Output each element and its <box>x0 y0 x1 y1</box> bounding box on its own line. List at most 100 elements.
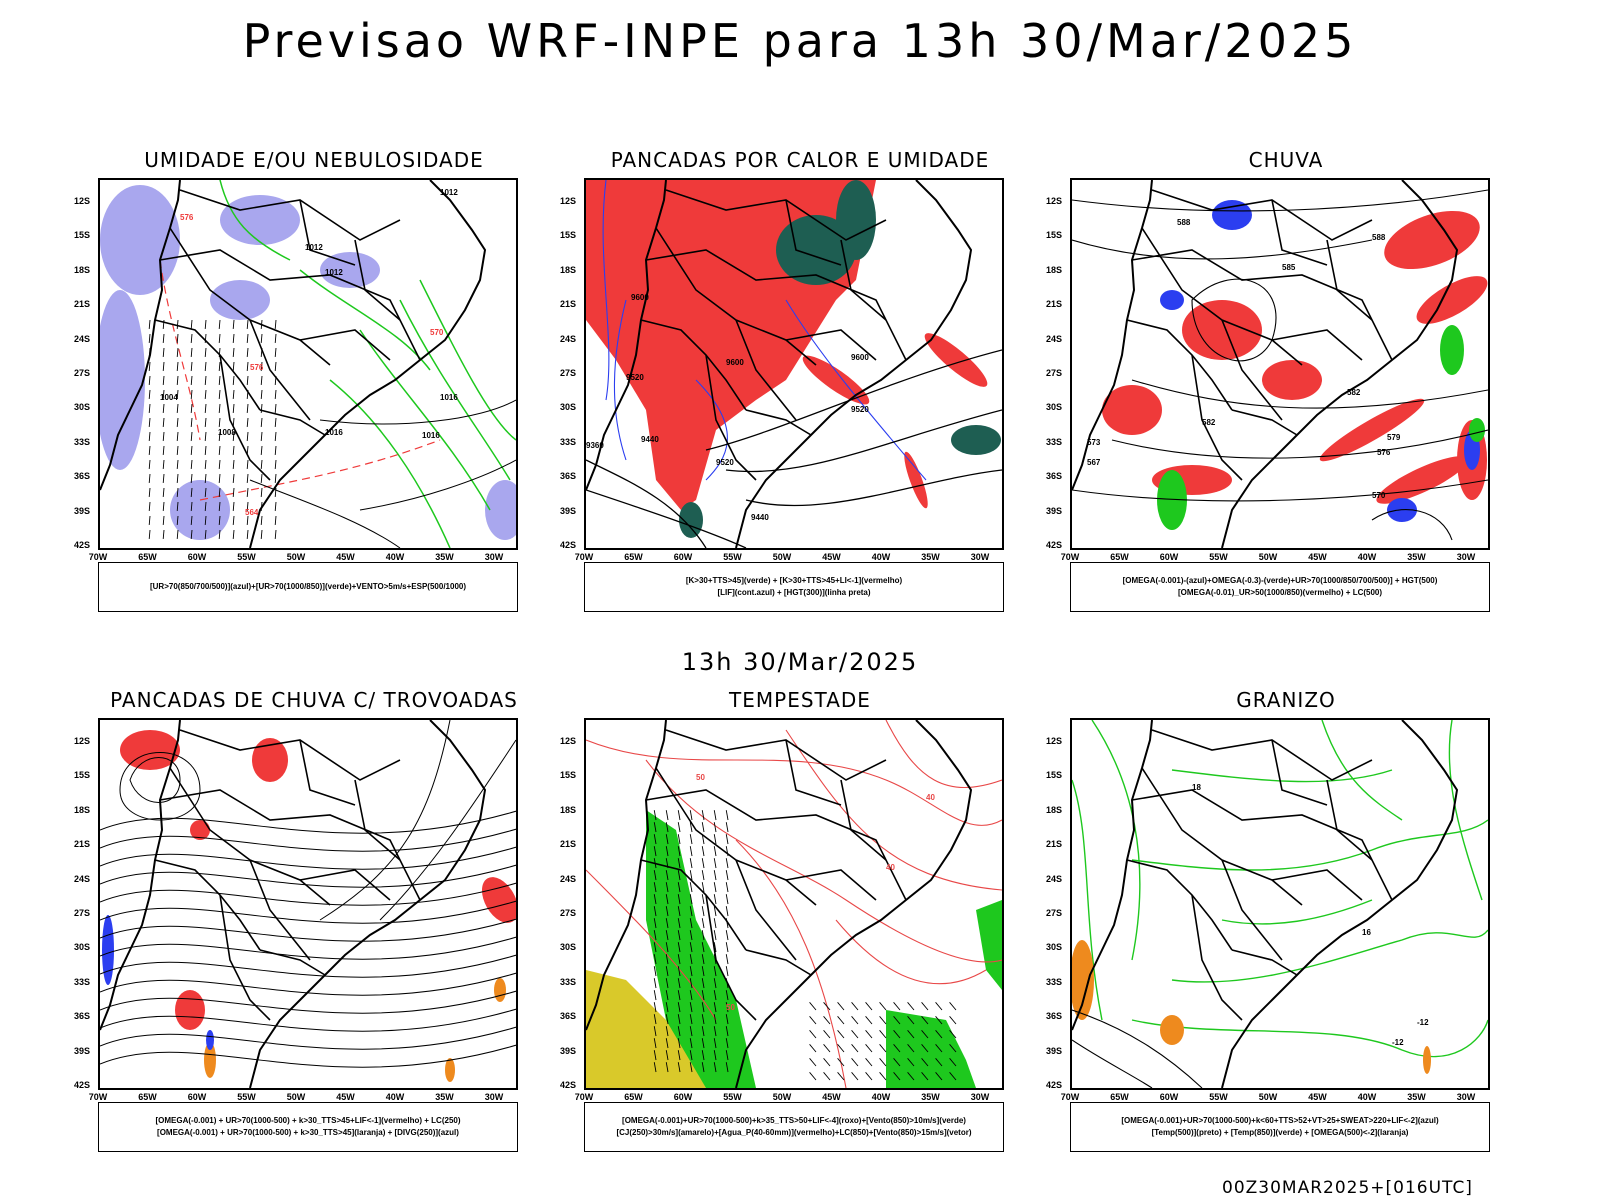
state-border <box>785 199 842 266</box>
wind-vector <box>665 978 669 989</box>
wind-vector <box>893 1030 901 1039</box>
pressure-isobar <box>359 459 516 511</box>
humidity-contour <box>399 299 511 481</box>
wind-vector <box>204 347 207 358</box>
precipitable-water-contour <box>835 919 987 985</box>
wind-vector <box>232 389 235 400</box>
wind-vector <box>865 1072 873 1081</box>
state-border <box>785 869 877 901</box>
lon-tick-label: 40W <box>1357 1092 1377 1102</box>
geopotential-500-contour <box>1072 189 1488 212</box>
wind-vector <box>148 501 151 512</box>
lat-tick-label: 36S <box>560 1011 577 1022</box>
state-border <box>1126 859 1233 951</box>
state-border <box>1326 239 1373 321</box>
state-border <box>1221 319 1283 421</box>
precipitable-water-contour <box>735 839 847 1088</box>
wind-vector <box>176 347 179 358</box>
wind-vector <box>232 445 235 456</box>
wind-vector <box>823 1058 831 1067</box>
coastline-brazil <box>1221 180 1459 548</box>
wind-vector <box>865 1002 873 1011</box>
height-300hpa-contour <box>725 409 1002 473</box>
wind-vector <box>665 906 669 917</box>
wind-vector <box>653 1038 657 1049</box>
wind-vector <box>260 375 263 386</box>
wind-vector <box>653 942 657 953</box>
coastline-west <box>100 180 181 491</box>
wind-vector <box>689 990 693 1001</box>
wind-vector <box>176 529 179 540</box>
wind-vector <box>879 1072 887 1081</box>
legend-line-1: [OMEGA(-0.001) + UR>70(1000-500) + k>30_… <box>155 1116 461 1125</box>
wind-vector <box>665 990 669 1001</box>
streamline <box>129 757 181 803</box>
lat-tick-label: 27S <box>74 368 91 378</box>
wind-vector <box>148 417 151 428</box>
wind-vector <box>665 930 669 941</box>
wind-vector <box>879 1058 887 1067</box>
wind-vector <box>725 930 729 941</box>
wind-vector <box>176 319 179 330</box>
wind-vector <box>653 822 657 833</box>
wind-vector <box>653 1026 657 1037</box>
wind-vector <box>893 1058 901 1067</box>
wind-vector <box>260 431 263 442</box>
streamline <box>100 900 516 924</box>
lon-tick-label: 70W <box>88 1092 108 1102</box>
wind-vector <box>232 347 235 358</box>
wind-vector <box>162 361 165 372</box>
lat-tick-label: 30S <box>74 402 91 413</box>
streamline <box>100 936 516 960</box>
wind-vector <box>148 515 151 526</box>
wind-vector <box>176 375 179 386</box>
wind-vector <box>148 445 151 456</box>
wind-vector <box>701 942 705 953</box>
wind-vector <box>949 1030 957 1039</box>
state-border <box>705 354 757 481</box>
lat-tick-label: 42S <box>560 1080 577 1090</box>
contour-label: 18 <box>1192 783 1201 792</box>
divergence-area <box>102 915 114 985</box>
wind-vector <box>653 990 657 1001</box>
geopotential-500-contour <box>1371 509 1453 541</box>
streamline <box>100 990 516 1014</box>
wind-vector <box>689 822 693 833</box>
lon-tick-label: 60W <box>1159 1092 1179 1102</box>
wind-vector <box>677 846 681 857</box>
thickness-contour <box>159 259 201 441</box>
wind-vector <box>162 375 165 386</box>
wind-vector <box>665 882 669 893</box>
wind-vector <box>921 1030 929 1039</box>
legend-granizo: [OMEGA(-0.001)+UR>70(1000-500)+k<60+TTS>… <box>1070 1102 1490 1152</box>
wind-vector <box>246 529 249 540</box>
wind-vector <box>176 333 179 344</box>
lon-tick-label: 50W <box>286 552 306 562</box>
wind-vector <box>949 1058 957 1067</box>
wind-vector <box>713 1050 717 1061</box>
wind-vector <box>713 822 717 833</box>
lat-tick-label: 18S <box>560 264 577 275</box>
wind-vector <box>823 1002 831 1011</box>
lat-tick-label: 12S <box>560 196 577 206</box>
lat-tick-label: 36S <box>560 471 577 482</box>
lon-tick-label: 30W <box>970 1092 990 1102</box>
wind-vector <box>713 942 717 953</box>
legend-line-2: [OMEGA(-0.01)_UR>50(1000/850)(vermelho) … <box>1177 588 1383 597</box>
wind-vector <box>232 515 235 526</box>
wind-vector <box>677 882 681 893</box>
wind-vector <box>677 822 681 833</box>
wind-vector <box>851 1030 859 1039</box>
geopotential-500-contour <box>1111 429 1488 459</box>
wind-vector <box>246 347 249 358</box>
wind-vector <box>879 1016 887 1025</box>
map-canvas: -12 -12 16 18 <box>1072 720 1488 1088</box>
wind-vector <box>701 930 705 941</box>
humidity-contour <box>359 329 491 511</box>
wind-vector <box>725 942 729 953</box>
lat-tick-label: 12S <box>1046 196 1063 206</box>
wind-vector <box>677 1002 681 1013</box>
wind-vector <box>865 1058 873 1067</box>
wind-vector <box>851 1016 859 1025</box>
wind-vector <box>260 389 263 400</box>
